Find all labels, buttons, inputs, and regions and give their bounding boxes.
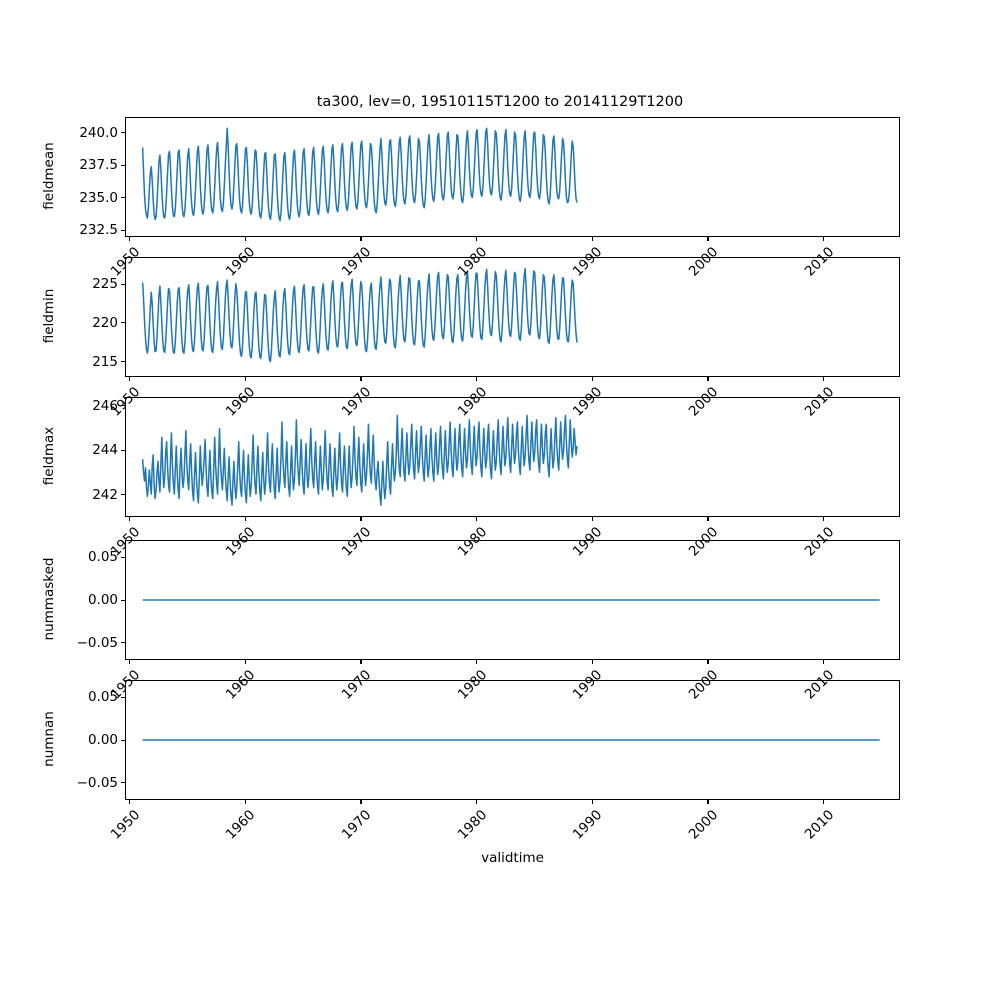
y-tick-label: 0.00 bbox=[87, 732, 118, 748]
x-tick-mark bbox=[476, 517, 478, 521]
y-tick-mark bbox=[121, 164, 125, 166]
plot-area-fieldmean bbox=[126, 118, 899, 236]
x-tick-mark bbox=[129, 800, 131, 804]
y-tick-mark bbox=[121, 132, 125, 134]
y-tick-label: 232.5 bbox=[79, 222, 118, 239]
y-tick-mark bbox=[121, 642, 125, 644]
x-tick-mark bbox=[360, 377, 362, 381]
x-tick-mark bbox=[129, 517, 131, 521]
subplot-nummasked bbox=[125, 540, 900, 660]
y-tick-mark bbox=[121, 361, 125, 363]
x-tick-mark bbox=[244, 377, 246, 381]
series-line-fieldmax bbox=[143, 415, 577, 505]
x-tick-mark bbox=[707, 800, 709, 804]
x-tick-mark bbox=[591, 800, 593, 804]
y-axis-label-fieldmean: fieldmean bbox=[41, 142, 57, 210]
x-tick-mark bbox=[707, 517, 709, 521]
y-axis-label-fieldmin: fieldmin bbox=[41, 288, 57, 344]
y-tick-mark bbox=[121, 556, 125, 558]
x-tick-mark bbox=[476, 237, 478, 241]
x-tick-mark bbox=[129, 377, 131, 381]
x-tick-mark bbox=[360, 237, 362, 241]
plot-area-numnan bbox=[126, 681, 899, 799]
y-tick-mark bbox=[121, 283, 125, 285]
y-tick-mark bbox=[121, 197, 125, 199]
x-axis-label: validtime bbox=[481, 850, 544, 866]
x-tick-mark bbox=[591, 377, 593, 381]
y-tick-mark bbox=[121, 229, 125, 232]
subplot-fieldmax bbox=[125, 397, 900, 517]
x-tick-mark bbox=[129, 237, 131, 241]
y-tick-label: 242 bbox=[92, 486, 118, 503]
y-tick-label: 235.0 bbox=[79, 189, 118, 206]
x-tick-mark bbox=[823, 237, 825, 241]
plot-area-nummasked bbox=[126, 541, 899, 659]
x-tick-mark bbox=[823, 517, 825, 521]
x-tick-mark bbox=[823, 660, 825, 664]
x-tick-mark bbox=[244, 517, 246, 521]
subplot-numnan bbox=[125, 680, 900, 800]
y-tick-label: 0.05 bbox=[87, 689, 118, 706]
x-tick-mark bbox=[476, 660, 478, 664]
x-tick-mark bbox=[129, 660, 131, 664]
x-tick-mark bbox=[476, 800, 478, 804]
plot-area-fieldmax bbox=[126, 398, 899, 516]
y-tick-mark bbox=[121, 782, 125, 784]
y-tick-label: 237.5 bbox=[79, 157, 118, 174]
y-axis-label-fieldmax: fieldmax bbox=[41, 426, 57, 486]
x-tick-mark bbox=[360, 660, 362, 664]
y-tick-mark bbox=[121, 449, 125, 451]
subplot-fieldmean bbox=[125, 117, 900, 237]
y-axis-label-nummasked: nummasked bbox=[41, 557, 57, 641]
x-tick-mark bbox=[707, 660, 709, 664]
y-tick-label: 244 bbox=[92, 442, 118, 459]
subplot-fieldmin bbox=[125, 257, 900, 377]
y-tick-label: 0.00 bbox=[87, 592, 118, 608]
y-tick-mark bbox=[121, 322, 125, 324]
y-tick-mark bbox=[121, 599, 125, 601]
series-line-fieldmean bbox=[143, 128, 577, 220]
y-tick-label: −0.05 bbox=[76, 634, 118, 651]
series-line-fieldmin bbox=[143, 269, 577, 362]
figure-title: ta300, lev=0, 19510115T1200 to 20141129T… bbox=[316, 94, 684, 110]
y-tick-label: 240.0 bbox=[79, 124, 118, 141]
y-tick-label: 215 bbox=[92, 353, 118, 370]
x-tick-mark bbox=[823, 377, 825, 381]
y-tick-mark bbox=[121, 405, 125, 407]
x-tick-mark bbox=[591, 517, 593, 521]
y-tick-mark bbox=[121, 696, 125, 698]
y-tick-mark bbox=[121, 494, 125, 496]
x-tick-mark bbox=[591, 660, 593, 664]
y-axis-label-numnan: numnan bbox=[41, 711, 57, 767]
y-tick-label: −0.05 bbox=[76, 774, 118, 791]
y-tick-label: 0.05 bbox=[87, 549, 118, 566]
x-tick-mark bbox=[823, 800, 825, 804]
x-tick-mark bbox=[476, 377, 478, 381]
x-tick-mark bbox=[591, 237, 593, 241]
x-tick-mark bbox=[244, 660, 246, 664]
x-tick-mark bbox=[707, 237, 709, 241]
y-tick-label: 225 bbox=[92, 276, 118, 293]
x-tick-mark bbox=[707, 377, 709, 381]
x-tick-mark bbox=[244, 237, 246, 241]
plot-area-fieldmin bbox=[126, 258, 899, 376]
x-tick-mark bbox=[360, 800, 362, 804]
y-tick-label: 246 bbox=[92, 397, 118, 414]
x-tick-mark bbox=[244, 800, 246, 804]
y-tick-mark bbox=[121, 739, 125, 741]
x-tick-mark bbox=[360, 517, 362, 521]
y-tick-label: 220 bbox=[92, 314, 118, 331]
